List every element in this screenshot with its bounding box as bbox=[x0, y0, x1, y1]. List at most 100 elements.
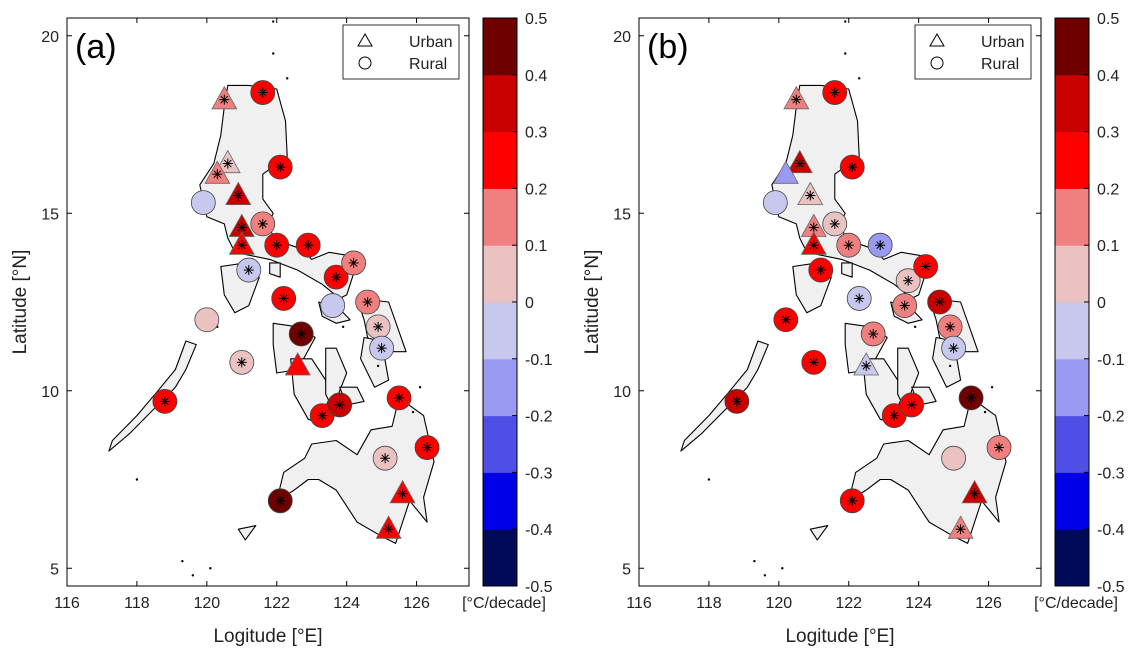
islet bbox=[286, 77, 289, 80]
asterisk-stroke bbox=[848, 163, 857, 171]
colorbar-segment bbox=[483, 74, 517, 133]
significance-asterisk bbox=[380, 453, 391, 464]
colorbar-segment bbox=[1055, 358, 1089, 417]
legend-urban-marker bbox=[357, 33, 373, 47]
legend-rural-marker bbox=[930, 56, 944, 70]
significance-asterisk bbox=[271, 240, 282, 251]
significance-asterisk bbox=[278, 293, 289, 304]
asterisk-stroke bbox=[844, 241, 853, 250]
significance-asterisk bbox=[731, 396, 742, 407]
islet bbox=[983, 410, 987, 414]
island-palawan bbox=[680, 340, 769, 452]
islet bbox=[418, 386, 422, 389]
y-tick-label: 20 bbox=[41, 29, 59, 46]
asterisk-stroke bbox=[258, 88, 267, 97]
asterisk-stroke bbox=[237, 223, 246, 232]
land-group bbox=[108, 20, 435, 577]
asterisk-stroke bbox=[816, 266, 825, 274]
x-tick-label: 122 bbox=[263, 595, 290, 612]
asterisk-stroke bbox=[956, 525, 965, 534]
significance-asterisk bbox=[236, 222, 247, 233]
significance-asterisk bbox=[233, 190, 244, 201]
asterisk-stroke bbox=[830, 88, 839, 97]
asterisk-stroke bbox=[279, 294, 288, 303]
legend-rural-label: Rural bbox=[409, 56, 447, 73]
y-tick-label: 15 bbox=[613, 206, 631, 223]
colorbar-tick-label: 0.3 bbox=[1097, 125, 1119, 142]
colorbar-tick-label: -0.3 bbox=[525, 465, 553, 482]
y-tick-label: 5 bbox=[622, 561, 631, 578]
colorbar-segment bbox=[1055, 245, 1089, 303]
significance-asterisk bbox=[303, 240, 314, 251]
asterisk-stroke bbox=[161, 397, 169, 406]
colorbar-tick-label: -0.4 bbox=[1097, 522, 1125, 539]
y-tick-label: 15 bbox=[41, 206, 59, 223]
significance-asterisk bbox=[843, 240, 854, 251]
colorbar-tick-label: 0.1 bbox=[1097, 238, 1119, 255]
asterisk-stroke bbox=[349, 259, 358, 267]
asterisk-stroke bbox=[384, 525, 393, 534]
colorbar-segment bbox=[483, 529, 517, 587]
x-tick-label: 124 bbox=[905, 595, 932, 612]
significance-asterisk bbox=[808, 240, 819, 251]
significance-asterisk bbox=[945, 321, 956, 332]
significance-asterisk bbox=[296, 328, 307, 339]
colorbar-tick-label: 0.1 bbox=[525, 238, 547, 255]
colorbar-segment bbox=[483, 472, 517, 530]
significance-asterisk bbox=[955, 524, 966, 535]
asterisk-stroke bbox=[900, 301, 909, 310]
significance-asterisk bbox=[376, 343, 387, 354]
colorbar-segment bbox=[483, 358, 517, 417]
asterisk-stroke bbox=[220, 95, 229, 104]
y-tick-label: 20 bbox=[613, 29, 631, 46]
asterisk-stroke bbox=[276, 496, 285, 505]
asterisk-stroke bbox=[733, 397, 741, 406]
asterisk-stroke bbox=[318, 411, 327, 420]
y-tick-label: 5 bbox=[50, 561, 59, 578]
asterisk-stroke bbox=[862, 362, 871, 370]
significance-asterisk bbox=[906, 399, 917, 410]
significance-asterisk bbox=[422, 442, 433, 453]
significance-asterisk bbox=[383, 524, 394, 535]
significance-asterisk bbox=[334, 399, 345, 410]
asterisk-stroke bbox=[381, 454, 389, 463]
asterisk-stroke bbox=[967, 393, 975, 402]
asterisk-stroke bbox=[276, 163, 285, 171]
colorbar-tick-label: 0.4 bbox=[1097, 68, 1119, 85]
significance-asterisk bbox=[868, 328, 879, 339]
island-sulu bbox=[237, 525, 257, 541]
legend-urban-label: Urban bbox=[409, 34, 453, 51]
islet bbox=[844, 20, 847, 23]
asterisk-stroke bbox=[335, 401, 344, 409]
island-cebu bbox=[325, 347, 348, 410]
y-tick-label: 10 bbox=[41, 384, 59, 401]
plot-frame bbox=[638, 17, 1042, 587]
asterisk-stroke bbox=[304, 241, 313, 250]
asterisk-stroke bbox=[876, 241, 885, 250]
island-sulu bbox=[809, 525, 829, 541]
significance-asterisk bbox=[397, 488, 408, 499]
islet bbox=[209, 567, 212, 570]
significance-asterisk bbox=[275, 162, 286, 173]
colorbar-segment bbox=[483, 245, 517, 303]
significance-asterisk bbox=[899, 300, 910, 311]
x-tick-label: 120 bbox=[765, 595, 792, 612]
significance-asterisk bbox=[212, 169, 223, 180]
significance-asterisk bbox=[243, 265, 254, 276]
significance-asterisk bbox=[854, 293, 865, 304]
legend-urban-marker bbox=[929, 33, 945, 47]
significance-asterisk bbox=[875, 240, 886, 251]
colorbar-segment bbox=[483, 188, 517, 246]
islet bbox=[376, 364, 380, 368]
island-palawan bbox=[108, 340, 197, 452]
rural-station-marker bbox=[762, 190, 788, 216]
asterisk-stroke bbox=[272, 241, 281, 250]
significance-asterisk bbox=[373, 321, 384, 332]
y-tick-label: 10 bbox=[613, 384, 631, 401]
asterisk-stroke bbox=[237, 241, 246, 250]
asterisk-stroke bbox=[363, 298, 372, 306]
x-tick-label: 122 bbox=[835, 595, 862, 612]
colorbar-tick-label: -0.5 bbox=[525, 579, 553, 596]
colorbar-segment bbox=[483, 131, 517, 189]
